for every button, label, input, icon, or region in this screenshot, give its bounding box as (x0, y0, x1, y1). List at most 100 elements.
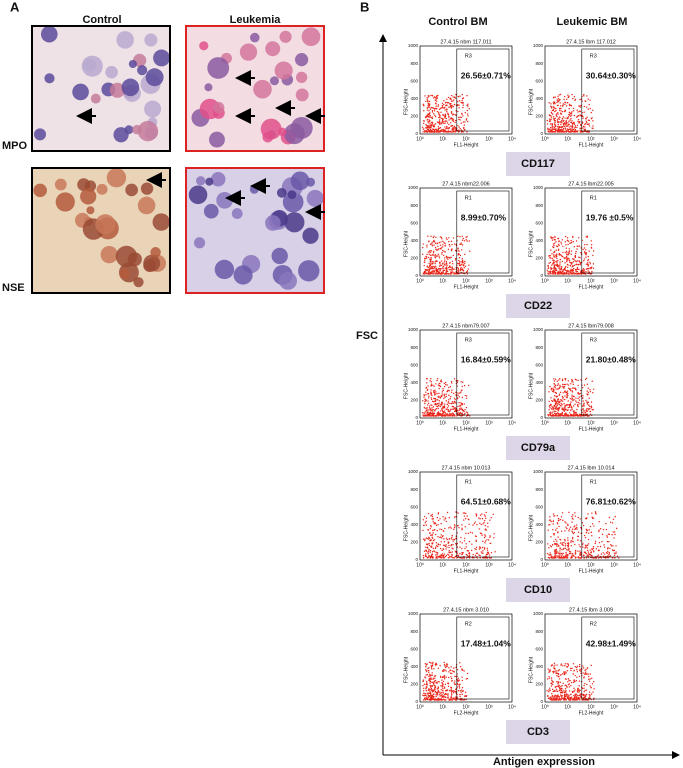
event-dot (552, 246, 554, 248)
event-dot (434, 254, 436, 256)
event-dot (428, 544, 431, 547)
plot-frame (419, 471, 513, 561)
plot-frame (544, 329, 638, 419)
event-dot (560, 131, 562, 133)
event-dot (555, 261, 557, 263)
event-dot (438, 111, 440, 114)
event-dot (450, 272, 452, 275)
event-dot (556, 515, 558, 517)
event-dot (428, 679, 430, 681)
event-dot (445, 128, 447, 130)
event-dot (580, 670, 582, 672)
event-dot (560, 241, 562, 243)
cell (231, 208, 243, 219)
event-dot (597, 554, 600, 556)
event-dot (423, 406, 426, 409)
event-dot (560, 268, 563, 270)
event-dot (427, 397, 430, 399)
event-dot (578, 272, 581, 275)
event-dot (425, 410, 428, 412)
cell (152, 213, 170, 231)
event-dot (449, 269, 452, 271)
event-dot (567, 544, 570, 546)
event-dot (560, 556, 563, 558)
x-tick-label: 10² (462, 278, 470, 284)
event-dot (442, 412, 444, 414)
event-dot (425, 524, 427, 526)
event-dot (563, 699, 565, 701)
event-dot (446, 689, 449, 691)
event-dot (577, 130, 579, 132)
event-dot (573, 415, 575, 417)
event-dot (437, 405, 439, 408)
event-dot (446, 415, 448, 417)
event-dot (564, 530, 566, 532)
cell (40, 25, 58, 43)
event-dot (453, 528, 455, 531)
event-dot (425, 690, 428, 692)
event-dot (479, 522, 481, 525)
event-dot (438, 120, 441, 123)
event-dot (452, 402, 455, 404)
event-dot (584, 273, 586, 275)
column-label: Leukemia (230, 14, 282, 26)
event-dot (549, 687, 551, 689)
event-dot (587, 255, 590, 258)
event-dot (549, 261, 552, 264)
event-dot (483, 519, 486, 522)
event-dot (436, 553, 438, 556)
event-dot (454, 691, 456, 693)
event-dot (428, 537, 431, 539)
event-dot (448, 116, 450, 118)
event-dot (454, 272, 456, 275)
event-dot (462, 261, 464, 264)
event-dot (572, 410, 575, 413)
event-dot (608, 541, 610, 543)
event-dot (561, 378, 564, 380)
event-dot (423, 550, 426, 552)
event-dot (465, 406, 468, 409)
event-dot (587, 673, 589, 675)
event-dot (459, 662, 461, 664)
event-dot (563, 671, 565, 673)
event-dot (452, 408, 455, 410)
event-dot (559, 121, 562, 123)
percentage: 30.64±0.30% (586, 70, 636, 80)
event-dot (451, 114, 454, 116)
event-dot (439, 404, 441, 406)
event-dot (587, 98, 589, 100)
event-dot (571, 415, 574, 417)
event-dot (574, 528, 576, 530)
cell (96, 183, 108, 195)
event-dot (486, 547, 488, 549)
event-dot (475, 514, 478, 516)
cell (208, 131, 225, 148)
event-dot (559, 261, 561, 263)
event-dot (580, 124, 582, 127)
event-dot (427, 529, 429, 531)
event-dot (585, 693, 588, 696)
event-dot (439, 536, 442, 539)
event-dot (444, 264, 446, 266)
event-dot (567, 116, 570, 118)
event-dot (551, 695, 554, 697)
event-dot (445, 400, 447, 402)
event-dot (548, 669, 551, 672)
event-dot (444, 244, 447, 247)
y-tick-label: 400 (410, 238, 418, 243)
event-dot (443, 382, 446, 385)
event-dot (461, 553, 463, 556)
event-dot (453, 406, 455, 408)
event-dot (550, 266, 552, 269)
event-dot (426, 415, 428, 417)
event-dot (564, 235, 567, 238)
event-dot (441, 403, 444, 405)
event-dot (612, 531, 614, 533)
event-dot (558, 519, 560, 521)
event-dot (428, 271, 430, 273)
event-dot (562, 124, 565, 126)
event-dot (434, 114, 436, 116)
event-dot (444, 130, 446, 132)
event-dot (421, 253, 424, 255)
event-dot (438, 113, 440, 115)
